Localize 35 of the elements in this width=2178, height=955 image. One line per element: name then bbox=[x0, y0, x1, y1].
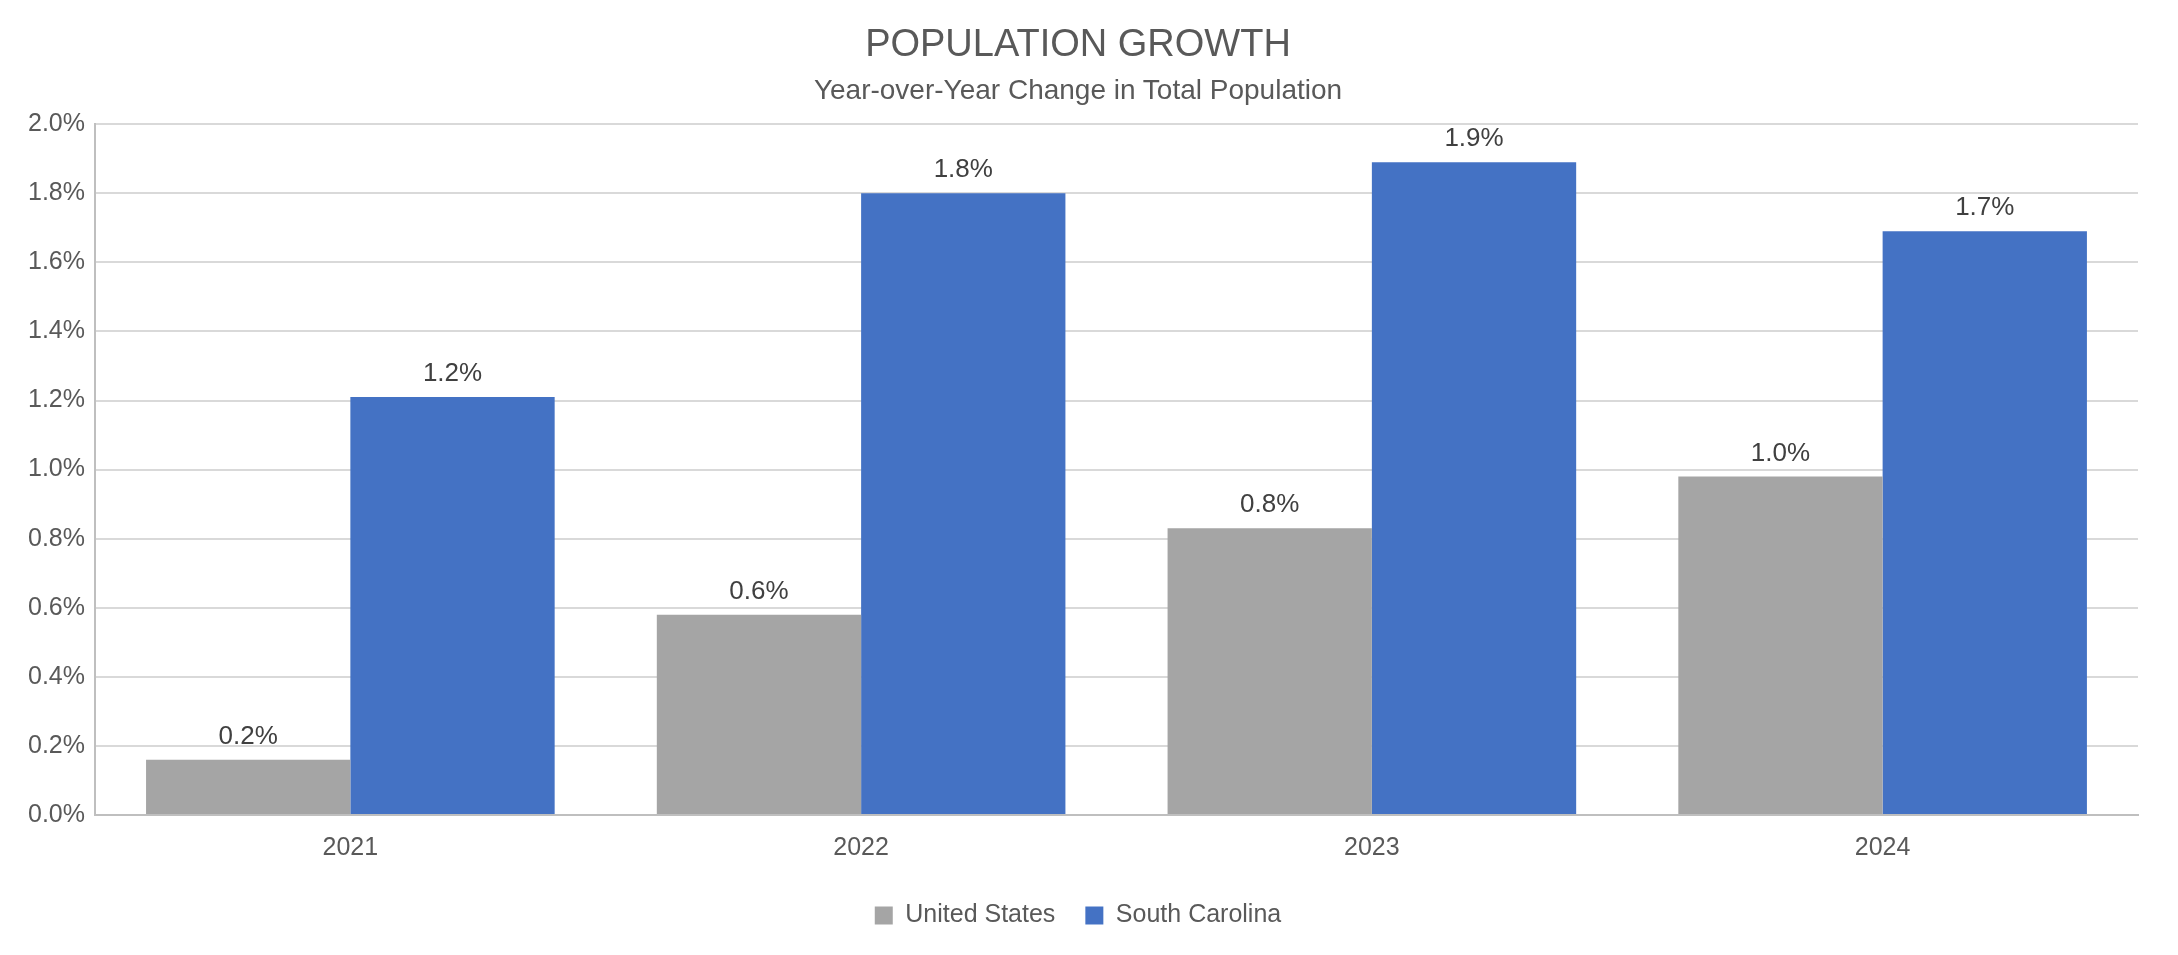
bar bbox=[350, 397, 555, 814]
x-tick-label: 2024 bbox=[1854, 831, 1911, 860]
legend-label: United States bbox=[905, 899, 1056, 928]
y-tick-label: 0.6% bbox=[28, 591, 85, 620]
data-label: 1.2% bbox=[422, 357, 483, 388]
y-tick-label: 0.2% bbox=[28, 729, 85, 758]
y-tick-label: 1.6% bbox=[28, 246, 85, 275]
data-label: 1.7% bbox=[1955, 191, 2015, 222]
data-label: 0.8% bbox=[1240, 488, 1300, 519]
data-label: 1.9% bbox=[1444, 122, 1504, 153]
data-label: 0.6% bbox=[729, 574, 789, 605]
bar bbox=[1167, 528, 1372, 814]
chart-title: POPULATION GROWTH bbox=[865, 22, 1291, 65]
bar bbox=[146, 759, 351, 814]
y-tick-label: 2.0% bbox=[28, 108, 85, 137]
y-tick-label: 0.4% bbox=[28, 660, 85, 689]
data-label: 1.8% bbox=[933, 153, 993, 184]
bar bbox=[861, 193, 1066, 814]
legend-label: South Carolina bbox=[1115, 899, 1282, 928]
y-tick-label: 1.8% bbox=[28, 177, 85, 206]
x-tick-label: 2023 bbox=[1344, 831, 1400, 860]
bar bbox=[1882, 231, 2087, 814]
x-tick-label: 2022 bbox=[833, 831, 889, 860]
bar bbox=[1371, 162, 1577, 814]
y-tick-label: 0.0% bbox=[28, 798, 85, 827]
y-tick-label: 1.0% bbox=[28, 453, 85, 482]
y-tick-label: 1.2% bbox=[28, 384, 85, 413]
chart-subtitle: Year-over-Year Change in Total Population bbox=[813, 74, 1343, 106]
data-label: 1.0% bbox=[1750, 436, 1811, 467]
data-label: 0.2% bbox=[218, 719, 278, 750]
bar bbox=[1678, 476, 1883, 814]
y-tick-label: 0.8% bbox=[28, 522, 85, 551]
y-tick-label: 1.4% bbox=[28, 315, 85, 344]
bar bbox=[656, 614, 862, 814]
x-tick-label: 2021 bbox=[322, 831, 379, 860]
